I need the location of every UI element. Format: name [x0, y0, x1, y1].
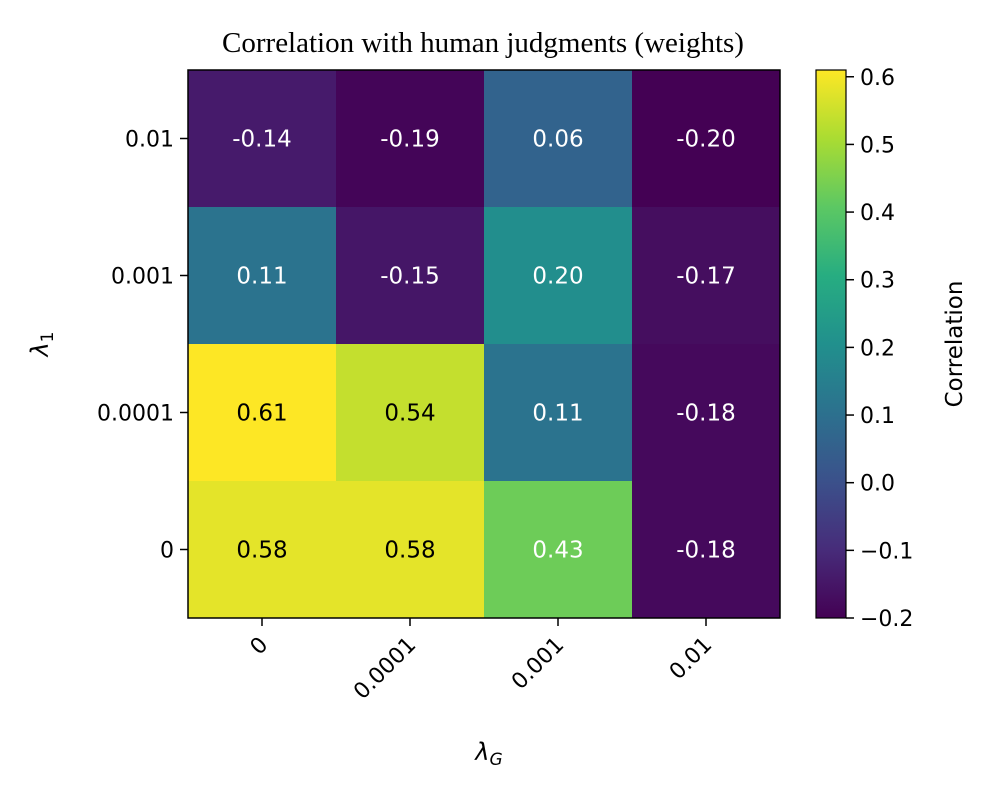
colorbar-label: Correlation	[942, 281, 968, 408]
x-tick-label: 0	[246, 633, 274, 661]
heatmap-cell	[632, 344, 781, 482]
cell-value-label: 0.43	[532, 538, 583, 564]
heatmap-cell	[484, 344, 633, 482]
y-tick-label: 0.001	[111, 265, 174, 290]
heatmap-cell	[336, 344, 485, 482]
y-axis-label: λ1	[26, 331, 58, 358]
heatmap-cell	[336, 207, 485, 345]
y-axis-ticks: 0.01 0.001 0.0001 0	[97, 128, 188, 564]
cell-value-label: 0.58	[236, 538, 287, 564]
cell-value-label: -0.18	[676, 401, 736, 427]
heatmap-cell	[484, 481, 633, 619]
cell-value-label: -0.19	[380, 127, 440, 153]
colorbar-tick-label: −0.2	[860, 607, 913, 632]
cell-value-label: -0.17	[676, 264, 736, 290]
colorbar-tick-label: 0.3	[860, 269, 895, 294]
x-axis-ticks: 0 0.0001 0.001 0.01	[246, 618, 717, 705]
colorbar-tick-label: −0.1	[860, 539, 913, 564]
cell-value-label: 0.06	[532, 127, 583, 153]
heatmap-cell	[632, 207, 781, 345]
cell-value-label: 0.61	[236, 401, 287, 427]
heatmap-cell	[188, 207, 337, 345]
x-tick-label: 0.01	[665, 633, 717, 685]
heatmap-cell	[484, 70, 633, 208]
heatmap-cells	[188, 70, 781, 619]
plot-frame	[187, 69, 781, 619]
x-tick-label: 0.001	[507, 633, 569, 695]
heatmap-cell	[336, 481, 485, 619]
colorbar-tick-label: 0.2	[860, 336, 895, 361]
colorbar-tick-label: 0.5	[860, 133, 895, 158]
cell-value-label: 0.11	[236, 264, 287, 290]
heatmap-cell	[632, 70, 781, 208]
cell-value-label: -0.18	[676, 538, 736, 564]
colorbar-ticks: −0.2 −0.1 0.0 0.1 0.2 0.3 0.4 0.5 0.6	[846, 66, 913, 632]
cell-value-label: 0.58	[384, 538, 435, 564]
cell-value-label: 0.11	[532, 401, 583, 427]
heatmap-value-labels: -0.14 -0.19 0.06 -0.20 0.11 -0.15 0.20 -0.17 0.6…	[232, 127, 736, 564]
x-tick-label: 0.0001	[349, 633, 421, 705]
chart-title: Correlation with human judgments (weight…	[222, 27, 744, 59]
colorbar	[815, 69, 847, 619]
cell-value-label: 0.20	[532, 264, 583, 290]
heatmap-cell	[188, 344, 337, 482]
cell-value-label: -0.20	[676, 127, 736, 153]
heatmap-cell	[336, 70, 485, 208]
y-tick-label: 0	[160, 539, 174, 564]
cell-value-label: -0.14	[232, 127, 292, 153]
colorbar-tick-label: 0.4	[860, 201, 895, 226]
heatmap-cell	[484, 207, 633, 345]
cell-value-label: 0.54	[384, 401, 435, 427]
y-tick-label: 0.0001	[97, 402, 174, 427]
heatmap-cell	[632, 481, 781, 619]
y-tick-label: 0.01	[125, 128, 174, 153]
cell-value-label: -0.15	[380, 264, 440, 290]
colorbar-tick-label: 0.0	[860, 472, 895, 497]
heatmap-cell	[188, 481, 337, 619]
x-axis-label: λG	[473, 738, 502, 770]
colorbar-tick-label: 0.6	[860, 66, 895, 91]
heatmap-cell	[188, 70, 337, 208]
colorbar-tick-label: 0.1	[860, 404, 895, 429]
